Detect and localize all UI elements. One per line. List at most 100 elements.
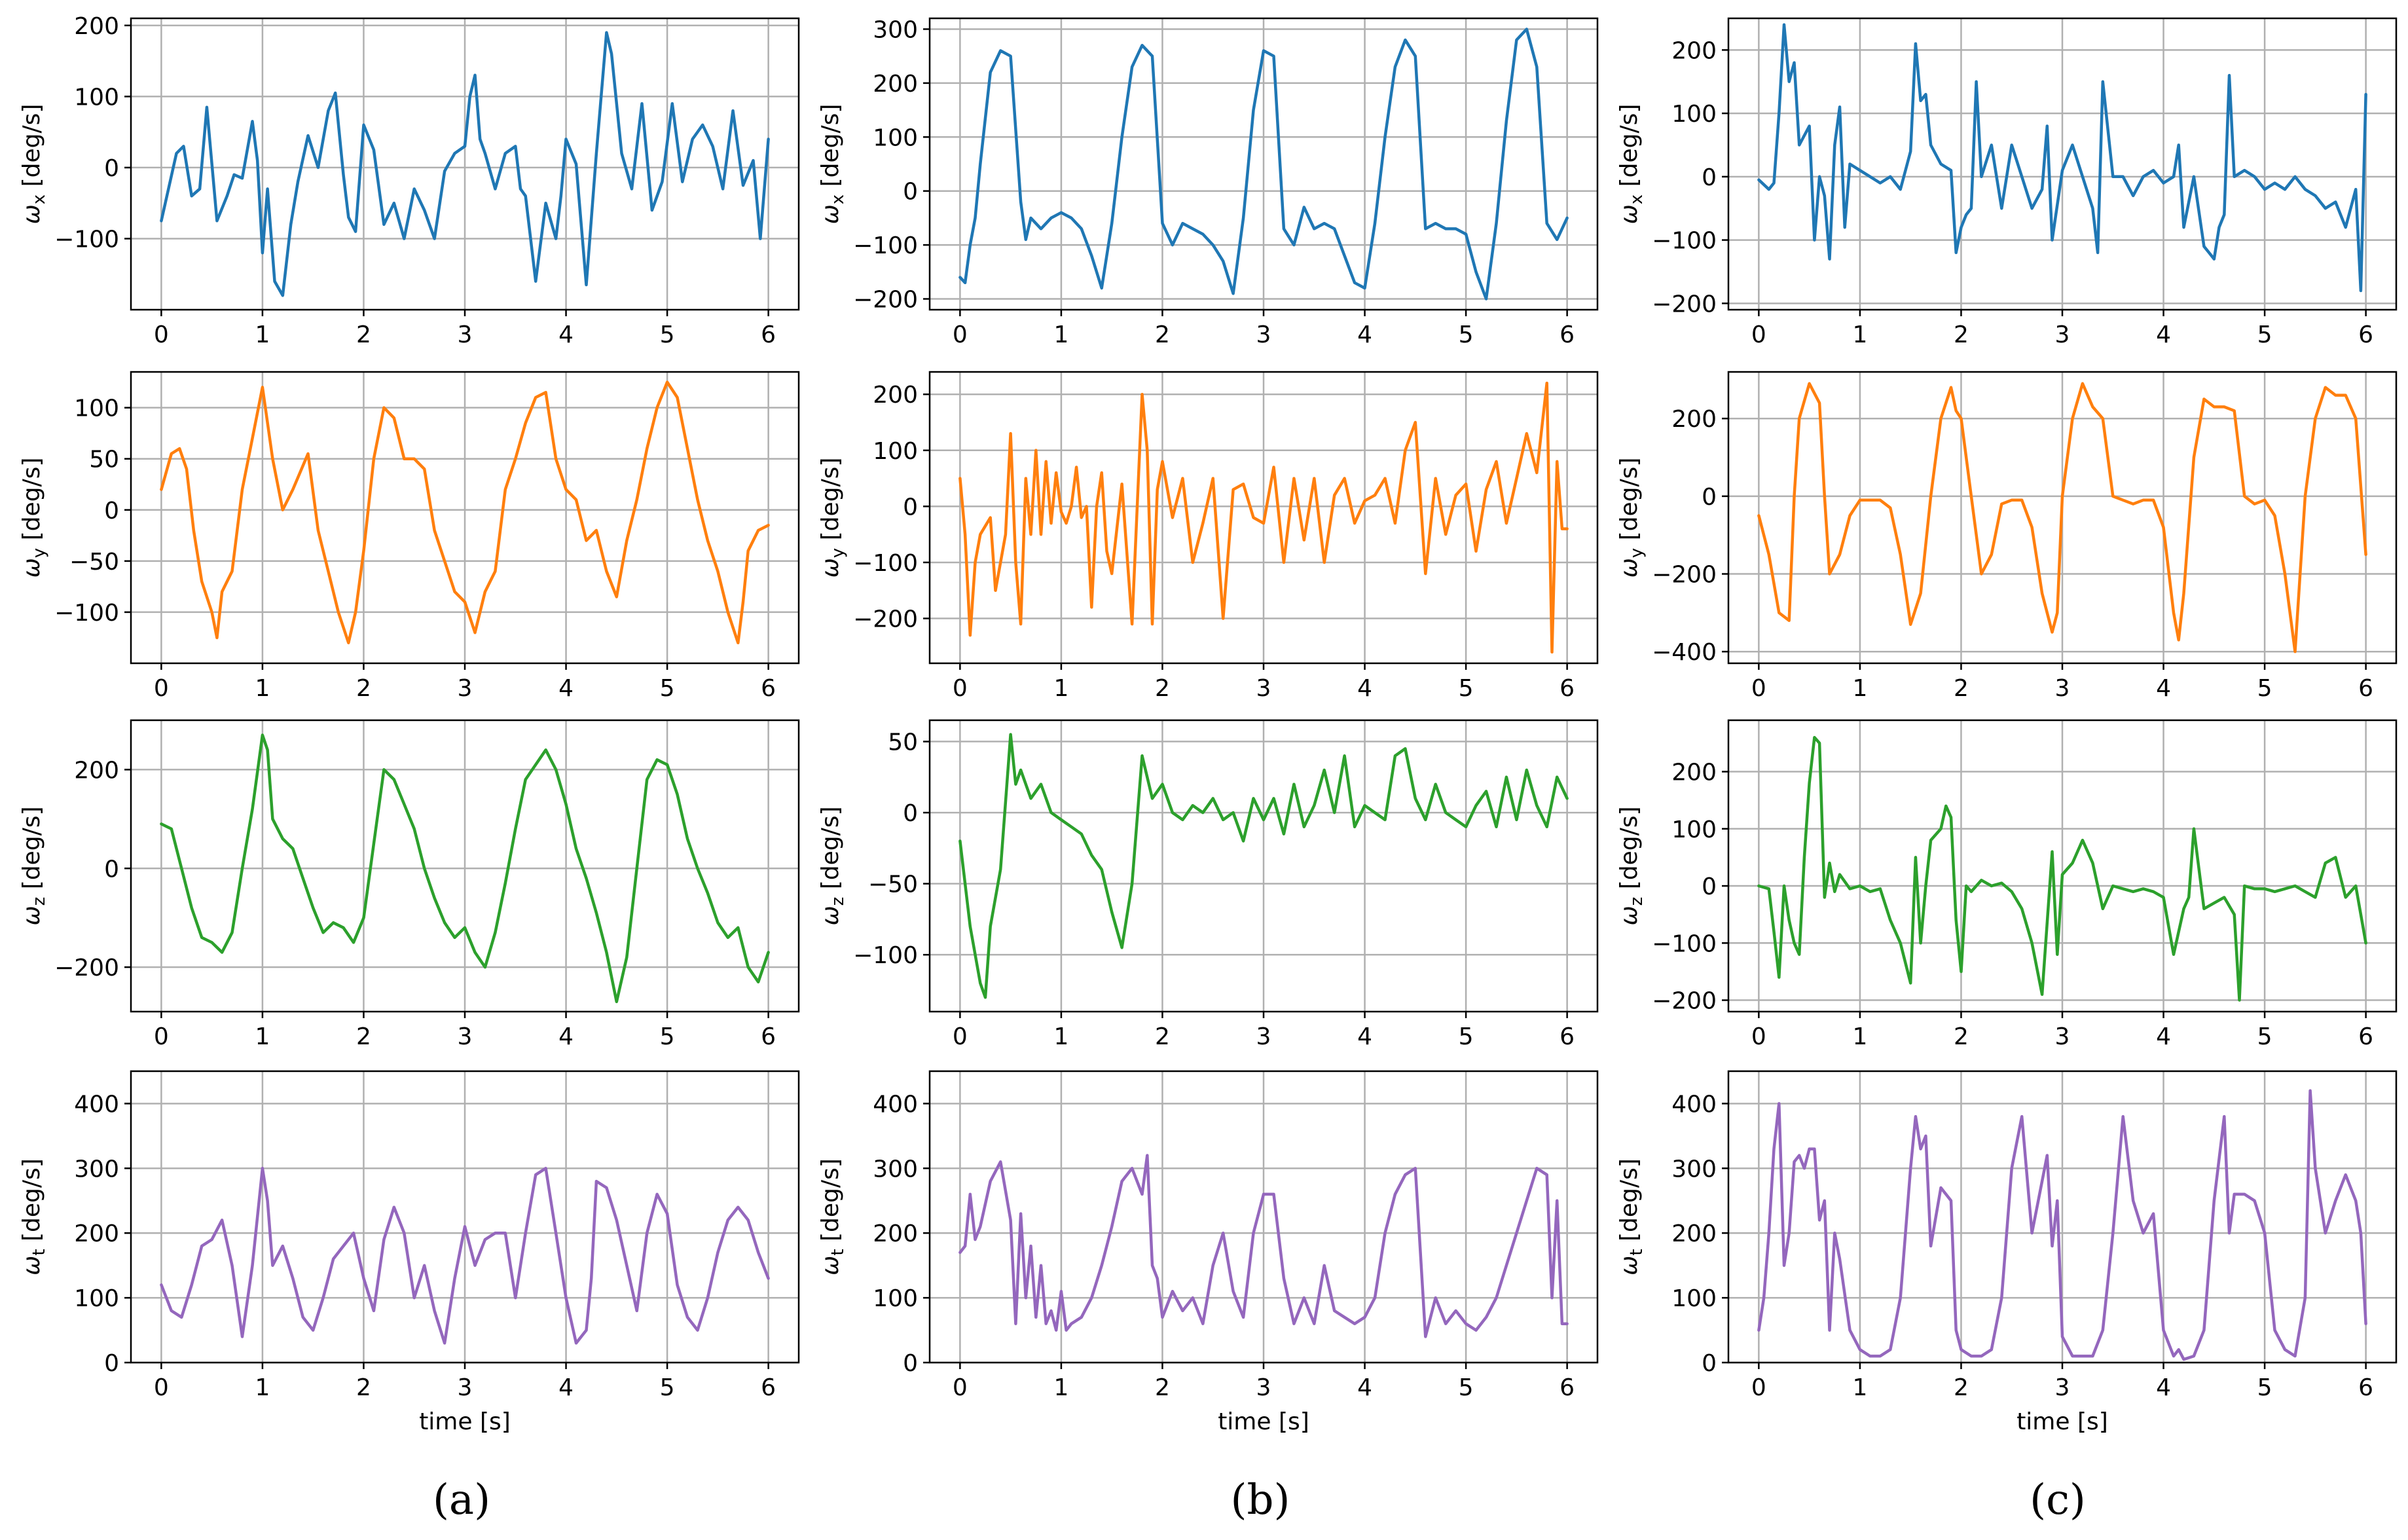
chart-b-wx-ylabel: ωx [deg/s] bbox=[817, 104, 848, 225]
chart-c-wz-ytick-label-4: 200 bbox=[1671, 760, 1717, 786]
chart-c-wy-ylabel-subscript: y bbox=[1627, 548, 1647, 558]
chart-a-wt-ylabel-subscript: t bbox=[29, 1249, 49, 1255]
chart-a-wt-ytick-label-0: 0 bbox=[104, 1350, 119, 1377]
chart-a-wy-ylabel-symbol: ω bbox=[18, 558, 45, 578]
chart-c-wy-ytick-label-2: 0 bbox=[1702, 484, 1717, 511]
chart-a-wz-ylabel-subscript: z bbox=[29, 897, 49, 906]
chart-a-wx-xtick-label-1: 1 bbox=[255, 321, 270, 348]
caption-b: (b) bbox=[1231, 1476, 1290, 1524]
chart-b-wx-ytick-label-5: 300 bbox=[873, 16, 918, 43]
chart-b-wz-ylabel-symbol: ω bbox=[817, 906, 844, 925]
chart-a-wx-xtick-label-5: 5 bbox=[660, 321, 675, 348]
chart-b-wz: 0 1 2 3 4 5 6 −100 −50 0 50 ωz [deg/s] bbox=[817, 719, 1599, 1050]
chart-c-wx-xtick-label-5: 5 bbox=[2257, 321, 2272, 348]
chart-a-wt-xtick-label-5: 5 bbox=[660, 1374, 675, 1401]
chart-a-wz-ylabel-unit: [deg/s] bbox=[18, 806, 45, 896]
chart-c-wt-ytick-label-3: 300 bbox=[1671, 1156, 1717, 1182]
chart-b-wt-xtick-label-3: 3 bbox=[1256, 1374, 1271, 1401]
chart-c-wt-xtick-label-2: 2 bbox=[1954, 1374, 1969, 1401]
chart-c-wx-ytick-label-1: −100 bbox=[1652, 228, 1717, 255]
chart-b-wz-ylabel-subscript: z bbox=[828, 897, 848, 906]
chart-b-wt-ytick-label-3: 300 bbox=[873, 1156, 918, 1182]
chart-c-wz-xtick-label-0: 0 bbox=[1751, 1023, 1766, 1050]
chart-b-wx-ytick-label-1: −100 bbox=[853, 232, 918, 259]
chart-b-wt-ytick-label-2: 200 bbox=[873, 1220, 918, 1247]
chart-c-wz-ytick-label-3: 100 bbox=[1671, 816, 1717, 843]
chart-a-wy-xtick-label-5: 5 bbox=[660, 675, 675, 702]
chart-a-wz-xtick-label-5: 5 bbox=[660, 1023, 675, 1050]
chart-c-wx-xtick-label-0: 0 bbox=[1751, 321, 1766, 348]
chart-c-wt-xtick-label-6: 6 bbox=[2358, 1374, 2373, 1401]
chart-b-wt-xtick-label-2: 2 bbox=[1155, 1374, 1170, 1401]
chart-b-wt-xtick-label-1: 1 bbox=[1053, 1374, 1068, 1401]
chart-b-wt-ytick-label-0: 0 bbox=[903, 1350, 918, 1377]
chart-c-wx-series-line bbox=[1757, 23, 2367, 293]
chart-b-wz-xtick-label-5: 5 bbox=[1459, 1023, 1474, 1050]
caption-c: (c) bbox=[2030, 1476, 2086, 1524]
chart-b-wt-xtick-label-0: 0 bbox=[953, 1374, 968, 1401]
chart-c-wt-xtick-label-0: 0 bbox=[1751, 1374, 1766, 1401]
chart-c-wz-xtick-label-5: 5 bbox=[2257, 1023, 2272, 1050]
chart-c-wy-ytick-label-0: −400 bbox=[1652, 639, 1717, 666]
chart-c-wz: 0 1 2 3 4 5 6 −200 −100 0 100 200 ωz [deg/s] bbox=[1616, 719, 2398, 1050]
chart-b-wy-xtick-label-3: 3 bbox=[1256, 675, 1271, 702]
chart-b-wt-xlabel: time [s] bbox=[1218, 1408, 1309, 1435]
chart-a-wt-xtick-label-3: 3 bbox=[458, 1374, 473, 1401]
chart-b-wx-xtick-label-0: 0 bbox=[953, 321, 968, 348]
chart-a-wz-xtick-label-3: 3 bbox=[458, 1023, 473, 1050]
chart-c-wx-xtick-label-2: 2 bbox=[1954, 321, 1969, 348]
chart-b-wx-xtick-label-3: 3 bbox=[1256, 321, 1271, 348]
chart-a-wy-ylabel-unit: [deg/s] bbox=[18, 458, 45, 548]
chart-b-wy-series-line bbox=[958, 381, 1569, 654]
chart-a-wy-xtick-label-4: 4 bbox=[558, 675, 574, 702]
chart-c-wy-xtick-label-1: 1 bbox=[1852, 675, 1867, 702]
chart-c-wy-xtick-label-0: 0 bbox=[1751, 675, 1766, 702]
chart-b-wx: 0 1 2 3 4 5 6 −200 −100 0 100 200 300 ωx [deg/s] bbox=[817, 16, 1599, 348]
chart-b-wt-ylabel: ωt [deg/s] bbox=[817, 1158, 848, 1275]
chart-a-wx-ytick-label-0: −100 bbox=[54, 226, 119, 253]
caption-a: (a) bbox=[433, 1476, 490, 1524]
chart-a-wy-xtick-label-3: 3 bbox=[458, 675, 473, 702]
chart-a-wx-ylabel: ωx [deg/s] bbox=[18, 104, 49, 225]
chart-b-wt-ytick-label-4: 400 bbox=[873, 1091, 918, 1118]
chart-c-wz-ytick-label-0: −200 bbox=[1652, 988, 1717, 1015]
chart-a-wz-xtick-label-1: 1 bbox=[255, 1023, 270, 1050]
chart-b-wx-ytick-label-3: 100 bbox=[873, 124, 918, 151]
chart-a-wz: 0 1 2 3 4 5 6 −200 0 200 ωz [deg/s] bbox=[18, 719, 800, 1050]
chart-c-wz-ytick-label-1: −100 bbox=[1652, 930, 1717, 957]
chart-a-wt-ytick-label-4: 400 bbox=[74, 1091, 119, 1118]
chart-c-wz-xtick-label-1: 1 bbox=[1852, 1023, 1867, 1050]
chart-a-wy-ytick-label-1: −50 bbox=[69, 549, 119, 576]
chart-b-wz-xtick-label-3: 3 bbox=[1256, 1023, 1271, 1050]
chart-c-wt-ytick-label-0: 0 bbox=[1702, 1350, 1717, 1377]
chart-a-wz-xtick-label-4: 4 bbox=[558, 1023, 574, 1050]
chart-c-wt-xlabel: time [s] bbox=[2016, 1408, 2108, 1435]
chart-b-wz-xtick-label-1: 1 bbox=[1053, 1023, 1068, 1050]
chart-b-wx-series-line bbox=[958, 28, 1569, 301]
chart-b-wz-xtick-label-2: 2 bbox=[1155, 1023, 1170, 1050]
chart-b-wy-xtick-label-1: 1 bbox=[1053, 675, 1068, 702]
chart-b-wz-xtick-label-6: 6 bbox=[1560, 1023, 1575, 1050]
chart-a-wt-ytick-label-1: 100 bbox=[74, 1285, 119, 1312]
chart-c-wt-ylabel-symbol: ω bbox=[1616, 1256, 1643, 1275]
chart-c-wz-ylabel-subscript: z bbox=[1627, 897, 1647, 906]
chart-c-wt-xtick-label-3: 3 bbox=[2055, 1374, 2070, 1401]
chart-c-wt-ylabel: ωt [deg/s] bbox=[1616, 1158, 1647, 1275]
chart-b-wt-xtick-label-6: 6 bbox=[1560, 1374, 1575, 1401]
chart-b-wy: 0 1 2 3 4 5 6 −200 −100 0 100 200 ωy [deg/s] bbox=[817, 371, 1599, 702]
chart-c-wt-ytick-label-1: 100 bbox=[1671, 1285, 1717, 1312]
chart-c-wx-ytick-label-2: 0 bbox=[1702, 164, 1717, 191]
chart-b-wx-xtick-label-5: 5 bbox=[1459, 321, 1474, 348]
chart-b-wy-xtick-label-4: 4 bbox=[1357, 675, 1372, 702]
chart-c-wz-xtick-label-6: 6 bbox=[2358, 1023, 2373, 1050]
chart-b-wz-ytick-label-2: 0 bbox=[903, 800, 918, 827]
chart-c-wx-ytick-label-0: −200 bbox=[1652, 291, 1717, 318]
chart-a-wx-xtick-label-4: 4 bbox=[558, 321, 574, 348]
chart-a-wz-xtick-label-0: 0 bbox=[154, 1023, 169, 1050]
chart-a-wx-xtick-label-2: 2 bbox=[356, 321, 371, 348]
chart-a-wt-ylabel-symbol: ω bbox=[18, 1256, 45, 1275]
chart-c-wz-ytick-label-2: 0 bbox=[1702, 873, 1717, 900]
chart-b-wy-ytick-label-2: 0 bbox=[903, 494, 918, 521]
chart-a-wt-ytick-label-2: 200 bbox=[74, 1220, 119, 1247]
